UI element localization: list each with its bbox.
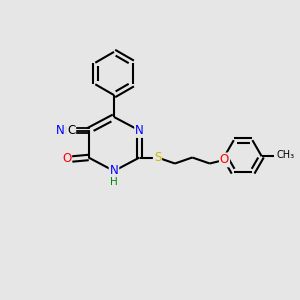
- Text: N: N: [110, 164, 118, 178]
- Text: N: N: [56, 124, 65, 137]
- Text: S: S: [154, 151, 161, 164]
- Text: O: O: [62, 152, 71, 166]
- Text: C: C: [67, 124, 75, 137]
- Text: H: H: [110, 177, 118, 188]
- Text: CH₃: CH₃: [277, 150, 295, 160]
- Text: N: N: [135, 124, 144, 137]
- Text: O: O: [220, 153, 229, 167]
